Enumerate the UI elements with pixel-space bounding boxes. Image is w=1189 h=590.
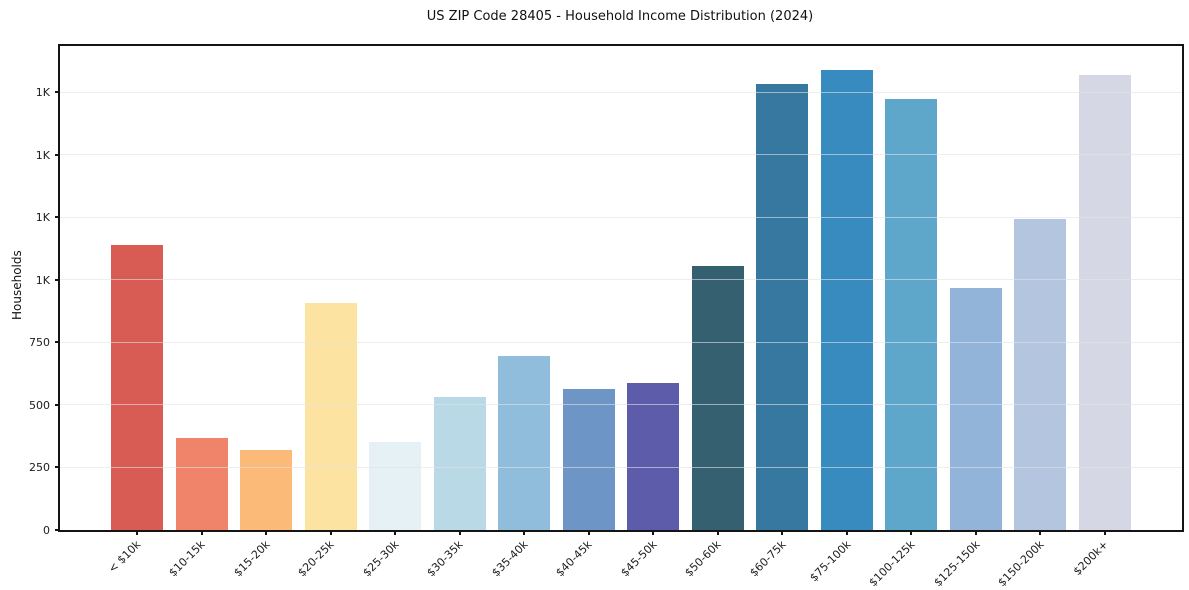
bar-100-125k — [885, 99, 938, 530]
x-tick-mark — [394, 530, 397, 535]
y-tick-label: 1K — [35, 211, 50, 225]
y-tick-mark — [55, 466, 60, 469]
y-tick-mark — [55, 341, 60, 344]
y-tick-label: 1K — [35, 273, 50, 287]
y-tick-label: 500 — [29, 398, 50, 412]
x-tick-mark — [587, 530, 590, 535]
x-tick-mark — [200, 530, 203, 535]
x-tick-mark — [716, 530, 719, 535]
gridline — [60, 341, 1182, 343]
x-tick-mark — [910, 530, 913, 535]
bar-75-100k — [820, 70, 873, 530]
x-tick-mark — [329, 530, 332, 535]
x-tick-mark — [974, 530, 977, 535]
chart-title: US ZIP Code 28405 - Household Income Dis… — [426, 9, 814, 24]
x-tick-label: $25-30k — [360, 538, 402, 580]
y-tick-mark — [55, 403, 60, 406]
x-tick-mark — [1104, 530, 1106, 535]
x-tick-label: $30-35k — [424, 538, 466, 580]
bar-20-25k — [304, 302, 357, 530]
bar-10-15k — [175, 437, 228, 530]
x-tick-label: $15-20k — [231, 538, 273, 580]
x-tick-mark — [845, 530, 848, 535]
y-tick-label: 1K — [35, 86, 50, 100]
bar-30-35k — [433, 396, 486, 530]
bar-50-60k — [691, 266, 744, 530]
x-tick-mark — [265, 530, 268, 535]
x-tick-label: $35-40k — [489, 538, 531, 580]
y-tick-label: 250 — [29, 461, 50, 475]
bar-35-40k — [498, 355, 551, 530]
bar-150-200k — [1014, 219, 1067, 530]
y-tick-mark — [55, 153, 60, 156]
bar-45-50k — [627, 382, 680, 530]
x-tick-mark — [458, 530, 461, 535]
x-tick-label: $40-45k — [553, 538, 595, 580]
y-tick-label: 0 — [43, 524, 50, 537]
y-tick-mark — [55, 278, 60, 281]
bar-40-45k — [562, 388, 615, 530]
x-tick-mark — [523, 530, 526, 535]
gridline — [60, 154, 1182, 156]
x-tick-mark — [1039, 530, 1042, 535]
x-tick-mark — [652, 530, 655, 535]
bar-125-150k — [949, 288, 1002, 530]
y-axis-label: Households — [10, 250, 24, 320]
y-tick-label: 1K — [35, 148, 50, 162]
bar-25-30k — [369, 441, 422, 530]
gridline — [60, 216, 1182, 218]
bar-200k — [1079, 75, 1131, 530]
x-tick-label: $75-100k — [806, 538, 854, 585]
bar-10k — [111, 245, 163, 530]
x-tick-label: $60-75k — [747, 538, 789, 580]
x-tick-label: $200k+ — [1071, 538, 1112, 579]
x-tick-label: $20-25k — [295, 538, 337, 580]
x-tick-mark — [136, 530, 138, 535]
gridline — [60, 404, 1182, 406]
bar-60-75k — [756, 83, 809, 530]
gridline — [60, 279, 1182, 281]
x-tick-label: $45-50k — [618, 538, 660, 580]
gridline — [60, 91, 1182, 93]
x-tick-label: $100-125k — [866, 538, 918, 590]
y-tick-label: 750 — [29, 336, 50, 350]
y-tick-mark — [55, 529, 60, 531]
x-tick-mark — [781, 530, 784, 535]
y-tick-mark — [55, 216, 60, 219]
x-tick-label: $150-200k — [995, 538, 1047, 590]
gridline — [60, 466, 1182, 468]
x-tick-label: < $10k — [105, 538, 144, 576]
bar-15-20k — [240, 449, 293, 530]
x-tick-label: $10-15k — [166, 538, 208, 580]
plot-area: < $10k $10-15k $15-20k $20-25k $25-30k $30-35… — [29, 44, 1184, 589]
y-tick-mark — [55, 91, 60, 94]
x-tick-label: $125-150k — [930, 538, 983, 590]
x-tick-label: $50-60k — [682, 538, 725, 580]
